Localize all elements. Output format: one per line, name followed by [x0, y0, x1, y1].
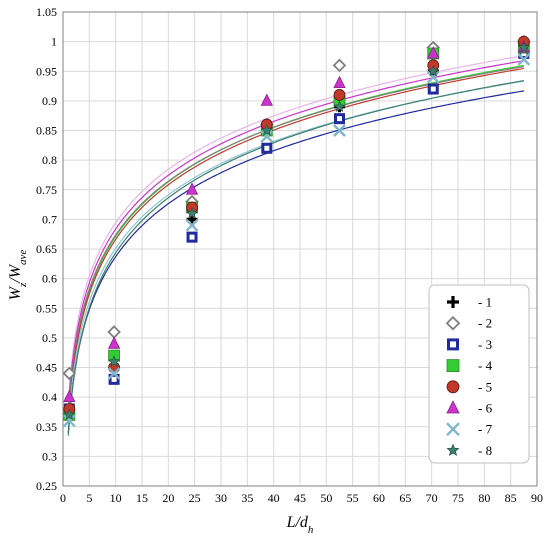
x-tick-label: 40: [268, 491, 280, 505]
x-tick-label: 75: [452, 491, 464, 505]
y-tick-label: 0.55: [36, 301, 57, 315]
x-tick-label: 30: [215, 491, 227, 505]
data-point-series-3: [108, 373, 120, 385]
x-tick-label: 15: [136, 491, 148, 505]
y-tick-label: 0.4: [42, 390, 57, 404]
data-point-series-6: [107, 336, 121, 349]
legend-marker-3: [447, 338, 459, 351]
tick-labels: 0.25 0.3 0.35 0.4 0.45 0.5 0.55 0.6 0.65 0.7 0.75 0…: [36, 5, 543, 505]
data-point-series-8: [186, 207, 199, 219]
legend-items: - 1 - 2 - 3 - 4 - 5 - 6 - 7 - 8: [445, 295, 493, 458]
x-tick-label: 85: [505, 491, 517, 505]
plot-frame: [62, 11, 538, 487]
data-point-series-7: [107, 367, 121, 380]
data-point-series-5: [333, 89, 346, 101]
y-tick-label: 1.05: [36, 5, 57, 19]
data-point-series-7: [333, 124, 346, 137]
data-point-series-8: [108, 355, 121, 367]
y-tick-label: 1: [51, 35, 57, 49]
data-points: [62, 34, 531, 428]
data-point-series-7: [62, 414, 76, 428]
data-point-series-7: [185, 218, 199, 232]
data-point-series-6: [185, 182, 199, 195]
x-tick-label: 70: [426, 491, 438, 505]
y-tick-label: 0.95: [36, 64, 57, 78]
x-tick-label: 60: [373, 491, 385, 505]
y-tick-label: 0.85: [36, 124, 57, 138]
trend-line: [67, 55, 524, 401]
y-tick-label: 0.3: [42, 449, 57, 463]
legend-marker-6: [446, 400, 460, 414]
data-point-series-2: [332, 58, 347, 73]
data-point-series-6: [260, 93, 273, 106]
data-point-series-6: [63, 389, 76, 403]
x-tick-label: 20: [162, 491, 174, 505]
x-tick-label: 25: [189, 491, 201, 505]
trend-line: [67, 67, 524, 421]
legend-label-8: - 8: [478, 443, 492, 458]
x-tick-label: 5: [86, 491, 92, 505]
y-axis-label: Wz/Wave: [7, 250, 29, 301]
legend-label-2: - 2: [478, 316, 492, 331]
legend-box: [428, 284, 530, 464]
y-tick-label: 0.75: [36, 183, 57, 197]
y-tick-label: 0.65: [36, 242, 57, 256]
x-tick-label: 55: [347, 491, 359, 505]
x-tick-label: 65: [399, 491, 411, 505]
x-tick-label: 10: [110, 491, 122, 505]
y-tick-label: 0.9: [42, 94, 57, 108]
x-tick-label: 50: [320, 491, 332, 505]
legend-label-6: - 6: [478, 401, 493, 416]
x-tick-label: 35: [241, 491, 253, 505]
y-tick-label: 0.7: [42, 212, 57, 226]
data-point-series-2: [62, 366, 77, 381]
legend-marker-2: [445, 315, 461, 331]
data-point-series-6: [427, 46, 440, 59]
y-tick-label: 0.25: [36, 479, 57, 493]
legend-label-7: - 7: [478, 422, 493, 437]
y-tick-label: 0.6: [42, 272, 57, 286]
trend-line: [67, 60, 524, 408]
data-point-series-7: [260, 130, 274, 143]
data-point-series-8: [63, 408, 76, 420]
legend-marker-5: [446, 380, 460, 394]
legend-marker-7: [446, 422, 460, 437]
trend-line: [67, 90, 524, 433]
data-point-series-8: [427, 64, 440, 77]
trend-line: [67, 66, 524, 414]
y-tick-label: 0.5: [42, 331, 57, 345]
data-point-series-3: [186, 231, 198, 243]
trend-lines: [67, 55, 524, 436]
x-tick-label: 0: [60, 491, 66, 505]
legend-marker-1: [447, 296, 459, 308]
y-tick-label: 0.45: [36, 361, 57, 375]
data-point-series-7: [517, 53, 531, 66]
legend-marker-8: [446, 443, 460, 456]
legend-label-4: - 4: [478, 358, 493, 373]
x-tick-label: 90: [531, 491, 543, 505]
data-point-series-8: [260, 124, 273, 136]
data-point-series-3: [261, 142, 273, 154]
x-tick-label: 80: [478, 491, 490, 505]
x-axis-label: L/dh: [286, 514, 314, 536]
legend-label-5: - 5: [478, 379, 492, 394]
legend-label-1: - 1: [478, 295, 492, 310]
data-point-series-3: [334, 113, 345, 125]
data-point-series-7: [426, 70, 440, 84]
legend-label-3: - 3: [478, 337, 492, 352]
y-tick-label: 0.35: [36, 420, 57, 434]
data-point-series-8: [333, 100, 346, 112]
data-point-series-6: [333, 75, 346, 88]
legend: - 1 - 2 - 3 - 4 - 5 - 6 - 7 - 8: [428, 284, 530, 464]
legend-marker-4: [446, 359, 460, 373]
data-point-series-3: [427, 83, 439, 95]
data-point-series-8: [517, 41, 530, 53]
trend-line: [67, 80, 524, 436]
y-tick-label: 0.8: [42, 153, 57, 167]
x-tick-label: 45: [294, 491, 306, 505]
